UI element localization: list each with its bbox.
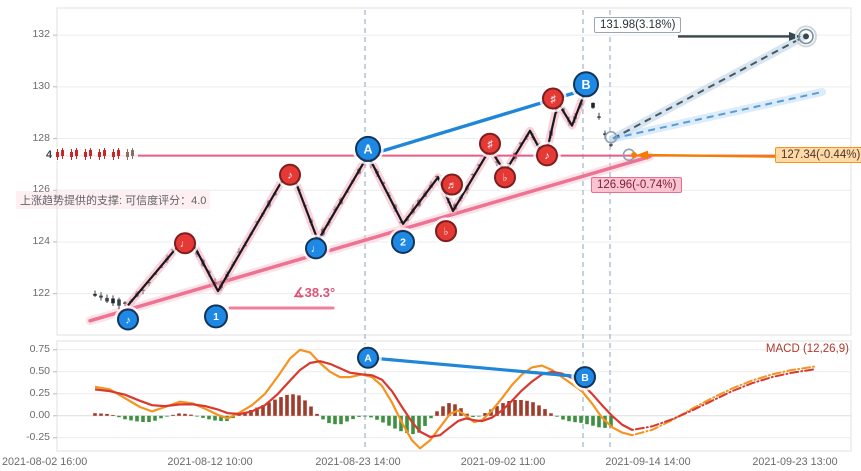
mini-candlestick-pattern-icon: [98, 148, 107, 160]
main-y-tick-label: 128: [32, 131, 50, 144]
forecast-layer: [604, 25, 826, 162]
wave-marker-A[interactable]: A: [352, 133, 384, 165]
wave-marker-♪[interactable]: ♪: [276, 160, 304, 189]
ab-trendline-macd[interactable]: [366, 356, 587, 379]
macd-y-tick-label: 0.50: [29, 364, 50, 377]
svg-text:♪: ♪: [125, 314, 130, 326]
macd-y-tick-label: 0.25: [29, 386, 50, 399]
support-price-label[interactable]: 126.96(-0.74%): [591, 177, 683, 193]
svg-text:B: B: [581, 78, 590, 92]
macd-marker-A[interactable]: A: [354, 343, 382, 372]
wave-marker-♭[interactable]: ♭: [491, 163, 519, 192]
wave-marker-♯[interactable]: ♯: [539, 84, 567, 113]
svg-text:♭: ♭: [503, 172, 508, 184]
main-y-tick-label: 124: [32, 234, 50, 247]
svg-text:A: A: [364, 353, 372, 365]
wave-marker-2[interactable]: 2: [388, 227, 418, 257]
svg-text:1: 1: [213, 311, 219, 323]
mini-candlestick-pattern-icon: [56, 148, 65, 160]
svg-text:B: B: [581, 372, 589, 384]
wave-marker-♯[interactable]: ♯: [476, 129, 504, 158]
svg-text:♩: ♩: [180, 238, 191, 250]
trend-angle-label: ∡38.3°: [293, 285, 336, 300]
svg-text:♬: ♬: [447, 179, 458, 191]
wave-marker-♩[interactable]: ♩: [302, 234, 330, 263]
svg-text:♪: ♪: [544, 150, 549, 162]
main-y-tick-label: 126: [32, 183, 50, 196]
svg-text:♯: ♯: [487, 138, 493, 150]
wave-marker-1[interactable]: 1: [201, 301, 231, 332]
svg-text:♪: ♪: [287, 170, 292, 182]
svg-text:♯: ♯: [550, 93, 556, 105]
x-tick-label: 2021-08-23 14:00: [315, 456, 401, 468]
svg-text:♩: ♩: [311, 243, 322, 255]
mini-candlestick-pattern-icon: [126, 148, 135, 160]
mini-candlestick-pattern-icon: [112, 148, 121, 160]
mini-candlestick-pattern-icon: [84, 148, 93, 160]
x-tick-label: 2021-08-12 10:00: [167, 456, 253, 468]
x-tick-label: 2021-09-14 14:00: [605, 456, 691, 468]
current-price-label[interactable]: 127.34(-0.44%): [775, 147, 861, 163]
svg-text:A: A: [363, 142, 372, 156]
macd-indicator-title: MACD (12,26,9): [765, 343, 849, 355]
x-tick-label: 2021-08-02 16:00: [2, 456, 88, 468]
target-price-label[interactable]: 131.98(3.18%): [594, 17, 682, 33]
svg-text:2: 2: [400, 237, 406, 249]
macd-marker-B[interactable]: B: [571, 363, 599, 391]
svg-text:♭: ♭: [444, 226, 449, 238]
x-tick-label: 2021-09-23 13:00: [752, 456, 838, 468]
pattern-count-badge[interactable]: 4: [44, 148, 139, 161]
pattern-icons: [54, 148, 136, 161]
x-tick-label: 2021-09-02 11:00: [460, 456, 546, 468]
wave-marker-♭[interactable]: ♭: [432, 217, 460, 245]
support-confidence-note: 上涨趋势提供的支撑: 可信度评分：4.0: [16, 191, 211, 209]
wave-marker-♪[interactable]: ♪: [114, 305, 142, 334]
main-y-tick-label: 130: [32, 79, 50, 92]
wave-marker-♬[interactable]: ♬: [438, 170, 466, 199]
main-y-tick-label: 122: [32, 286, 50, 299]
wave-marker-♩[interactable]: ♩: [171, 229, 199, 257]
macd-y-tick-label: 0.75: [29, 342, 50, 355]
mini-candlestick-pattern-icon: [70, 148, 79, 160]
grid-layer: [53, 7, 852, 452]
main-y-tick-label: 132: [32, 28, 50, 41]
macd-y-tick-label: 0.00: [29, 408, 50, 421]
pattern-count-value: 4: [46, 148, 53, 161]
support-trendline[interactable]: [85, 152, 655, 326]
wave-marker-B[interactable]: B: [570, 68, 602, 101]
macd-y-tick-label: -0.25: [26, 430, 50, 443]
wave-marker-♪[interactable]: ♪: [533, 141, 561, 170]
